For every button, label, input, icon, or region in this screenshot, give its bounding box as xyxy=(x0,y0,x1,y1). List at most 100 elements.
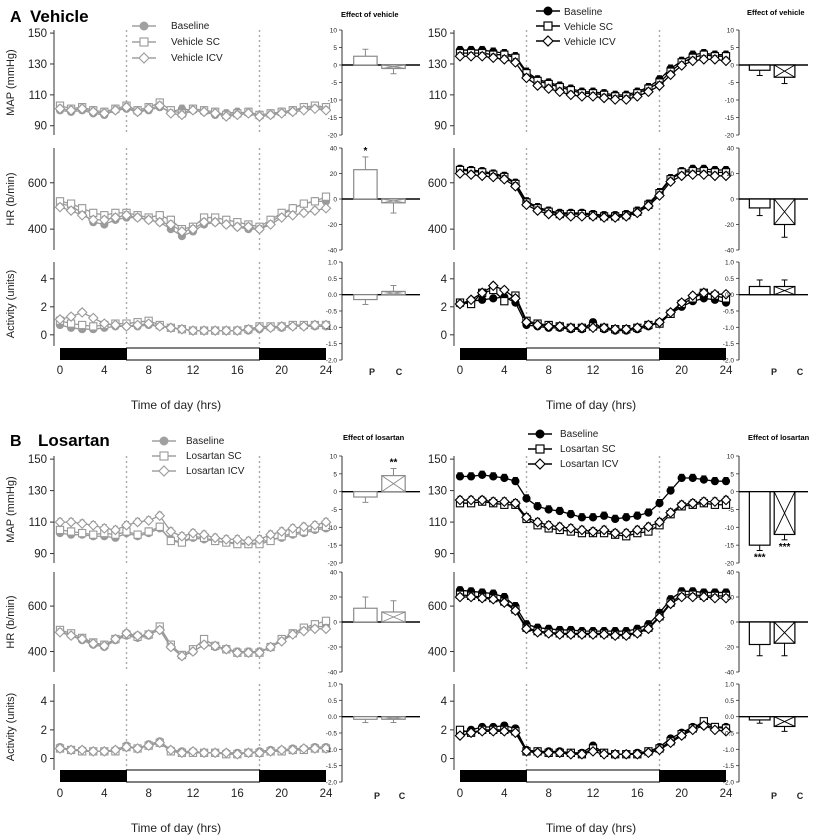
data-point-diamond xyxy=(87,519,99,531)
x-tick-label: 4 xyxy=(501,788,508,800)
y-tick-label: -0.5 xyxy=(326,309,338,316)
x-tick-label: 4 xyxy=(101,788,108,800)
data-point-diamond xyxy=(643,623,654,635)
legend-label: Vehicle SC xyxy=(564,22,613,33)
data-point-square xyxy=(78,528,87,538)
data-point-diamond xyxy=(487,280,499,292)
data-point-circle xyxy=(588,513,598,522)
data-point-diamond xyxy=(598,92,610,104)
x-tick-label: 20 xyxy=(275,788,288,800)
data-point-diamond xyxy=(87,312,99,324)
data-point-diamond xyxy=(709,170,721,182)
x-tick-label: 0 xyxy=(57,365,63,377)
y-tick-label: -20 xyxy=(328,222,338,229)
data-point-diamond xyxy=(132,743,143,754)
data-point-diamond xyxy=(654,612,665,623)
effect-title-a-left: Effect of vehicle xyxy=(341,10,399,19)
y-tick-label: -20 xyxy=(725,561,735,568)
data-point-diamond xyxy=(309,623,321,635)
y-tick-label: 600 xyxy=(428,178,447,190)
data-point-diamond xyxy=(320,104,332,116)
data-point-diamond xyxy=(698,287,710,299)
data-point-square xyxy=(310,197,320,206)
data-point-diamond xyxy=(209,216,221,228)
data-point-diamond xyxy=(698,720,710,731)
bar-category-p: P xyxy=(374,791,380,801)
data-point-diamond xyxy=(665,69,676,81)
y-axis-title: MAP (mmHg) xyxy=(5,476,17,542)
data-point-diamond xyxy=(532,747,543,759)
bar-hatch xyxy=(381,475,406,493)
bar-hatch xyxy=(381,198,406,204)
y-tick-label: 400 xyxy=(28,647,47,659)
effect-bar-map-left: 10 5 0 -5 -10 -15 -20 ** xyxy=(328,454,420,568)
data-point-circle xyxy=(677,473,686,483)
y-tick-label: 90 xyxy=(34,549,47,561)
data-point-diamond xyxy=(76,744,88,756)
data-point-diamond xyxy=(620,630,632,642)
bar-hatch xyxy=(773,716,796,727)
data-point-diamond xyxy=(176,650,188,662)
data-point-diamond xyxy=(598,524,610,536)
data-point-circle xyxy=(500,473,509,483)
bar-category-c: C xyxy=(399,791,406,801)
data-point-circle xyxy=(699,475,708,484)
data-point-diamond xyxy=(676,730,688,741)
y-tick-label: 20 xyxy=(330,595,338,602)
y-tick-label: 5 xyxy=(333,471,337,478)
data-point-diamond xyxy=(320,623,332,635)
x-tick-label: 8 xyxy=(545,365,551,377)
data-point-diamond xyxy=(309,319,321,331)
data-point-diamond xyxy=(454,730,466,741)
data-point-diamond xyxy=(576,748,588,760)
data-point-circle xyxy=(533,502,542,511)
data-point-diamond xyxy=(198,747,210,759)
y-tick-label: -40 xyxy=(725,670,735,677)
data-point-diamond xyxy=(220,325,232,336)
data-point-diamond xyxy=(609,94,621,105)
data-point-diamond xyxy=(254,111,265,122)
data-point-diamond xyxy=(454,50,466,62)
bar-hatch xyxy=(773,198,796,225)
data-point-diamond xyxy=(198,216,210,228)
bar-p xyxy=(748,64,771,71)
light-period-bar xyxy=(526,769,660,783)
y-tick-label: 0.5 xyxy=(328,698,337,705)
data-point-diamond xyxy=(154,100,166,112)
y-tick-label: 0 xyxy=(333,620,337,627)
data-point-square xyxy=(89,530,98,539)
y-tick-label: 10 xyxy=(727,454,735,461)
line-plot-map-left: 90 110 130 150 MAP (mmHg) xyxy=(5,454,332,563)
y-tick-label: -40 xyxy=(328,670,338,677)
y-tick-label: 90 xyxy=(434,121,447,133)
y-tick-label: -20 xyxy=(328,133,338,140)
data-point-diamond xyxy=(231,534,243,545)
y-tick-label: 0 xyxy=(441,754,447,766)
data-point-diamond xyxy=(309,743,321,754)
data-point-diamond xyxy=(521,745,532,757)
legend-label: Vehicle SC xyxy=(171,37,220,48)
data-point-diamond xyxy=(265,745,276,757)
data-point-diamond xyxy=(98,318,110,329)
light-period-bar xyxy=(126,347,260,361)
data-point-diamond xyxy=(676,591,688,603)
data-point-diamond xyxy=(265,529,276,541)
data-point-diamond xyxy=(543,83,555,95)
data-point-square xyxy=(155,522,164,531)
data-point-diamond xyxy=(487,725,499,737)
data-point-square xyxy=(299,199,308,208)
data-point-diamond xyxy=(543,627,555,639)
data-point-diamond xyxy=(54,743,66,754)
data-point-diamond xyxy=(620,94,632,105)
data-point-diamond xyxy=(576,524,588,536)
data-point-circle xyxy=(489,472,498,481)
y-tick-label: 2 xyxy=(41,725,47,737)
data-point-diamond xyxy=(187,527,199,539)
bar-hatch xyxy=(773,621,796,644)
data-point-square xyxy=(321,616,331,626)
y-tick-label: 150 xyxy=(28,454,47,466)
data-point-circle xyxy=(655,499,664,508)
data-point-circle xyxy=(633,511,642,520)
y-tick-label: 600 xyxy=(28,601,47,613)
x-tick-label: 20 xyxy=(675,365,688,377)
